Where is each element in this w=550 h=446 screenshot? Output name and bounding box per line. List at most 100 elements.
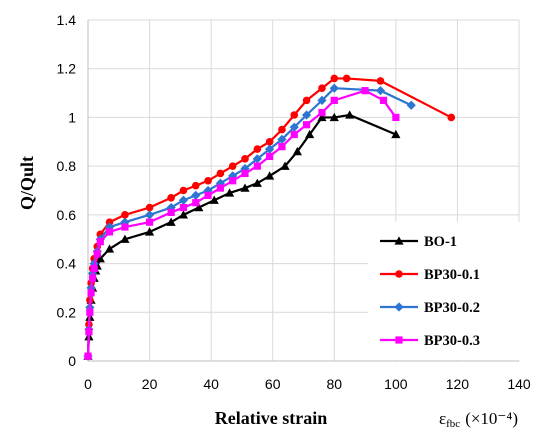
data-point	[166, 217, 176, 226]
data-point	[178, 210, 189, 219]
data-point	[240, 183, 250, 192]
unit-symbol: ε	[439, 409, 446, 428]
data-point	[216, 169, 225, 178]
data-point	[89, 274, 97, 282]
y-tick-label: 0.4	[57, 256, 77, 272]
data-point	[392, 113, 400, 122]
data-point	[318, 84, 326, 92]
unit-subscript: fbc	[446, 418, 460, 430]
data-point	[225, 188, 235, 197]
x-tick-label: 40	[203, 376, 219, 392]
legend-label: BP30-0.1	[424, 267, 480, 283]
data-point	[342, 74, 351, 83]
data-point	[330, 74, 339, 83]
series-line	[86, 113, 397, 357]
data-point	[204, 191, 212, 199]
legend-marker	[394, 302, 404, 312]
data-point	[289, 122, 299, 132]
data-point	[144, 210, 155, 220]
data-point	[191, 181, 200, 190]
data-point	[167, 208, 175, 217]
unit-suffix: (×10⁻⁴)	[465, 409, 518, 428]
data-point	[302, 121, 311, 129]
y-tick-label: 0	[68, 353, 76, 369]
data-point	[95, 254, 105, 263]
legend-item: BP30-0.1	[380, 267, 480, 283]
data-point	[192, 199, 200, 207]
x-tick-label: 20	[142, 376, 158, 392]
series-bo-1	[83, 110, 401, 360]
x-axis-label: Relative strain	[215, 408, 327, 428]
data-point	[105, 218, 114, 226]
data-point	[406, 100, 416, 110]
y-tick-label: 1.4	[57, 12, 77, 28]
data-point	[105, 228, 114, 236]
legend-item: BP30-0.2	[380, 300, 480, 316]
data-point	[145, 203, 154, 212]
data-point	[375, 86, 386, 96]
series-bp30-0-2	[83, 83, 416, 361]
x-tick-label: 0	[84, 376, 92, 392]
data-point	[179, 186, 188, 195]
data-point	[191, 190, 201, 200]
x-tick-label: 80	[326, 376, 342, 392]
data-point	[178, 195, 189, 205]
x-tick-label: 140	[507, 376, 531, 392]
legend-marker	[394, 236, 404, 245]
data-point	[90, 264, 98, 273]
data-point	[277, 134, 287, 144]
legend-item: BO-1	[380, 234, 457, 250]
y-tick-label: 1	[68, 109, 76, 125]
x-axis-unit: εfbc (×10⁻⁴)	[439, 409, 518, 430]
x-tick-label: 100	[384, 376, 408, 392]
data-point	[194, 202, 204, 212]
data-point	[301, 110, 312, 120]
data-point	[87, 289, 95, 297]
data-point	[85, 328, 93, 336]
data-point	[447, 113, 456, 122]
data-point	[145, 218, 154, 226]
data-point	[317, 112, 327, 122]
data-point	[379, 96, 388, 104]
data-point	[121, 223, 129, 231]
data-point	[302, 96, 311, 105]
x-tick-label: 120	[446, 376, 470, 392]
data-point	[329, 112, 339, 122]
data-point	[86, 308, 94, 316]
data-point	[292, 146, 302, 156]
data-point	[290, 111, 299, 119]
legend-label: BP30-0.3	[424, 333, 480, 349]
data-point	[317, 95, 327, 105]
data-point	[265, 137, 274, 146]
data-point	[376, 77, 385, 85]
data-point	[266, 152, 274, 160]
data-point	[252, 178, 262, 187]
data-point	[96, 238, 104, 246]
legend: BO-1 BP30-0.1 BP30-0.2 BP30-0.3	[368, 222, 520, 360]
legend-box	[368, 222, 520, 360]
data-point	[265, 144, 275, 154]
data-point	[305, 129, 315, 139]
data-point	[253, 162, 261, 170]
data-point	[209, 195, 219, 204]
series-layer	[83, 74, 456, 361]
data-point	[144, 227, 155, 236]
data-point	[278, 143, 286, 151]
legend-item: BP30-0.3	[380, 333, 480, 349]
data-point	[121, 211, 129, 219]
legend-marker	[395, 270, 403, 278]
legend-label: BP30-0.2	[424, 300, 480, 316]
data-point	[84, 352, 92, 360]
data-point	[265, 171, 275, 180]
series-line	[86, 89, 397, 357]
data-point	[241, 155, 249, 163]
data-point	[93, 250, 101, 258]
data-point	[241, 169, 249, 178]
y-tick-label: 1.2	[57, 61, 77, 77]
data-point	[204, 176, 212, 185]
data-point	[253, 145, 262, 153]
legend-marker	[395, 336, 403, 344]
data-point	[167, 194, 175, 202]
data-point	[345, 110, 355, 119]
